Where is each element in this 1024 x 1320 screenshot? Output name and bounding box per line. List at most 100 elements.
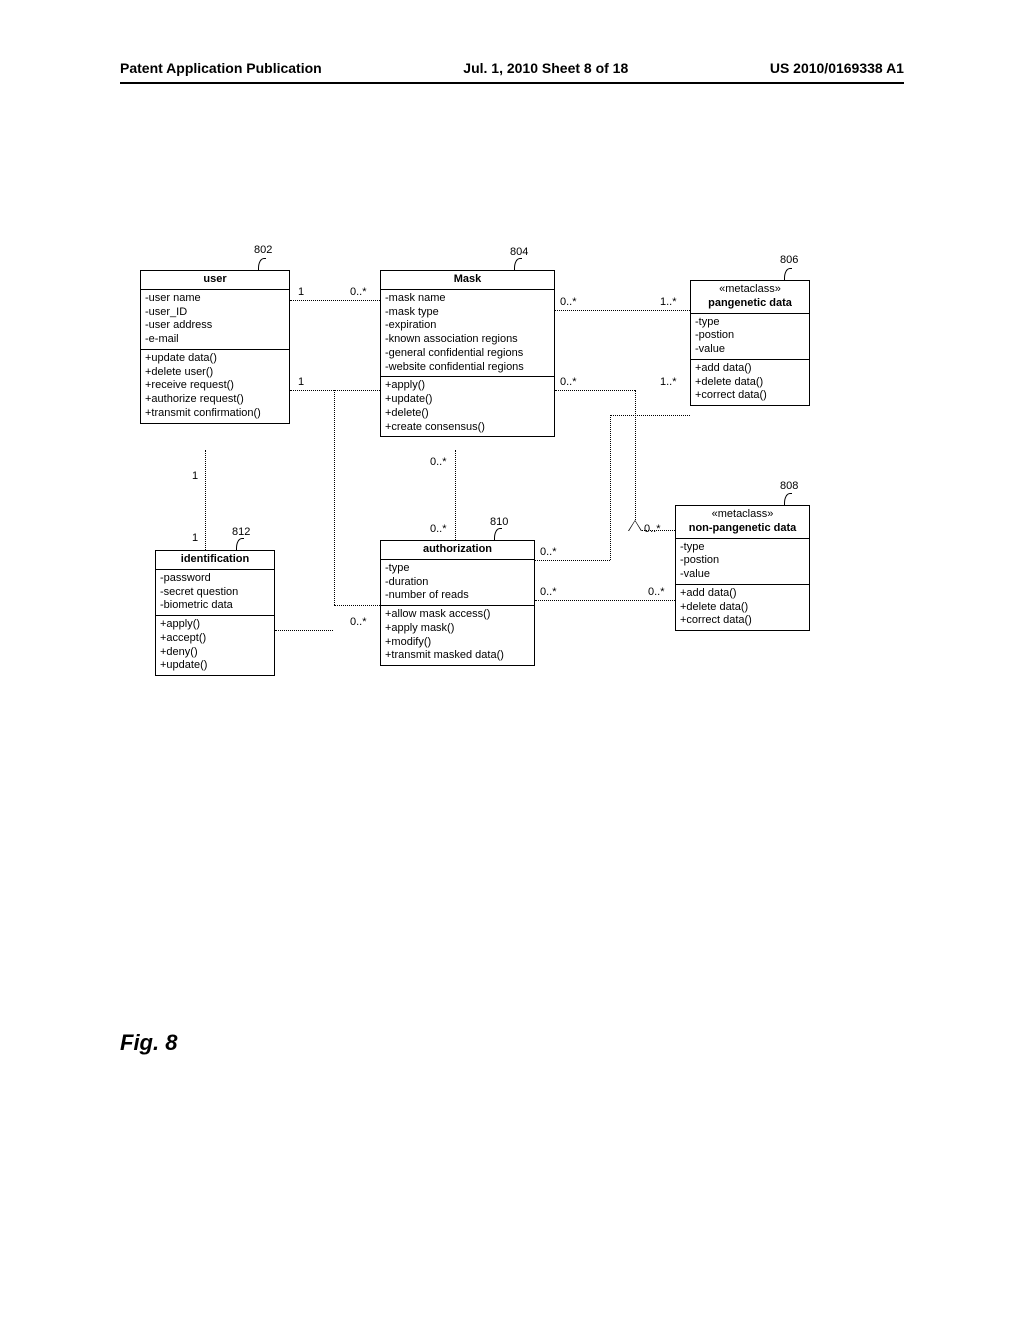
- attr: -user name: [145, 292, 285, 306]
- attr: -expiration: [385, 319, 550, 333]
- attr: -mask name: [385, 292, 550, 306]
- class-user-title: user: [141, 271, 289, 290]
- op: +delete data(): [695, 376, 805, 390]
- stereotype: «metaclass»: [680, 508, 805, 522]
- op: +update(): [160, 659, 270, 673]
- op: +create consensus(): [385, 421, 550, 435]
- header-right: US 2010/0169338 A1: [770, 60, 904, 76]
- mult-mask-pan-l: 0..*: [560, 296, 577, 308]
- class-auth-title: authorization: [381, 541, 534, 560]
- op: +add data(): [695, 362, 805, 376]
- class-mask-ops: +apply() +update() +delete() +create con…: [381, 377, 554, 436]
- op: +update data(): [145, 352, 285, 366]
- op: +modify(): [385, 636, 530, 650]
- class-pangenetic-attrs: -type -postion -value: [691, 314, 809, 360]
- class-nonpan-ops: +add data() +delete data() +correct data…: [676, 585, 809, 630]
- op: +delete user(): [145, 366, 285, 380]
- attr: -user_ID: [145, 306, 285, 320]
- attr: -mask type: [385, 306, 550, 320]
- attr: -biometric data: [160, 599, 270, 613]
- op: +deny(): [160, 646, 270, 660]
- label-user: 802: [254, 244, 272, 256]
- op: +update(): [385, 393, 550, 407]
- stereotype: «metaclass»: [695, 283, 805, 297]
- attr: -value: [695, 343, 805, 357]
- op: +transmit confirmation(): [145, 407, 285, 421]
- page-header: Patent Application Publication Jul. 1, 2…: [120, 60, 904, 84]
- op: +correct data(): [695, 389, 805, 403]
- generalization-icon: [629, 521, 641, 531]
- class-nonpan-head: «metaclass» non-pangenetic data: [676, 506, 809, 539]
- assoc-mask-nonpan-h1: [555, 390, 635, 391]
- mult-mask-nonpan-l: 0..*: [560, 376, 577, 388]
- attr: -e-mail: [145, 333, 285, 347]
- class-pangenetic-ops: +add data() +delete data() +correct data…: [691, 360, 809, 405]
- attr: -password: [160, 572, 270, 586]
- attr: -known association regions: [385, 333, 550, 347]
- label-ident: 812: [232, 526, 250, 538]
- mult-auth-nonpan-r: 0..*: [648, 586, 665, 598]
- mult-mask-auth-b: 0..*: [430, 523, 447, 535]
- attr: -type: [695, 316, 805, 330]
- mult-user-ident-t: 1: [192, 470, 198, 482]
- op: +correct data(): [680, 614, 805, 628]
- class-nonpangenetic: «metaclass» non-pangenetic data -type -p…: [675, 505, 810, 631]
- attr: -secret question: [160, 586, 270, 600]
- op: +delete(): [385, 407, 550, 421]
- assoc-user-ident: [205, 450, 206, 550]
- mult-mask-auth-t: 0..*: [430, 456, 447, 468]
- assoc-user-auth-h2: [334, 605, 380, 606]
- label-mask: 804: [510, 246, 528, 258]
- mult-mask-pan-r: 1..*: [660, 296, 677, 308]
- op: +receive request(): [145, 379, 285, 393]
- mult-auth-pan-r: 0..*: [644, 523, 661, 535]
- attr: -user address: [145, 319, 285, 333]
- attr: -number of reads: [385, 589, 530, 603]
- attr: -duration: [385, 576, 530, 590]
- class-identification: identification -password -secret questio…: [155, 550, 275, 676]
- assoc-auth-pan-h2: [610, 415, 690, 416]
- class-auth-attrs: -type -duration -number of reads: [381, 560, 534, 606]
- class-mask-title: Mask: [381, 271, 554, 290]
- class-user-ops: +update data() +delete user() +receive r…: [141, 350, 289, 423]
- op: +add data(): [680, 587, 805, 601]
- class-pangenetic: «metaclass» pangenetic data -type -posti…: [690, 280, 810, 406]
- assoc-mask-pan: [555, 310, 690, 311]
- class-ident-ops: +apply() +accept() +deny() +update(): [156, 616, 274, 675]
- label-pangenetic: 806: [780, 254, 798, 266]
- mult-user-auth-l: 1: [298, 376, 304, 388]
- attr: -postion: [695, 329, 805, 343]
- class-nonpan-title: non-pangenetic data: [680, 522, 805, 536]
- assoc-user-mask: [290, 300, 380, 301]
- class-auth-ops: +allow mask access() +apply mask() +modi…: [381, 606, 534, 665]
- assoc-ident-auth-h: [275, 630, 333, 631]
- mult-mask-nonpan-r: 1..*: [660, 376, 677, 388]
- op: +delete data(): [680, 601, 805, 615]
- class-ident-title: identification: [156, 551, 274, 570]
- assoc-mask-auth: [455, 450, 456, 540]
- assoc-user-auth-v: [334, 390, 335, 605]
- class-mask-attrs: -mask name -mask type -expiration -known…: [381, 290, 554, 378]
- op: +accept(): [160, 632, 270, 646]
- class-pangenetic-title: pangenetic data: [695, 297, 805, 311]
- assoc-mask-nonpan-v: [635, 390, 636, 530]
- class-mask: Mask -mask name -mask type -expiration -…: [380, 270, 555, 437]
- attr: -type: [680, 541, 805, 555]
- attr: -type: [385, 562, 530, 576]
- mult-ident-auth-r: 0..*: [350, 616, 367, 628]
- assoc-user-auth-h: [290, 390, 380, 391]
- header-center: Jul. 1, 2010 Sheet 8 of 18: [463, 60, 628, 76]
- class-pangenetic-head: «metaclass» pangenetic data: [691, 281, 809, 314]
- mult-auth-nonpan-l: 0..*: [540, 586, 557, 598]
- attr: -general confidential regions: [385, 347, 550, 361]
- assoc-auth-pan-v: [610, 415, 611, 560]
- label-auth: 810: [490, 516, 508, 528]
- attr: -website confidential regions: [385, 361, 550, 375]
- op: +apply(): [160, 618, 270, 632]
- class-ident-attrs: -password -secret question -biometric da…: [156, 570, 274, 616]
- class-authorization: authorization -type -duration -number of…: [380, 540, 535, 666]
- op: +allow mask access(): [385, 608, 530, 622]
- op: +apply(): [385, 379, 550, 393]
- mult-user-ident-b: 1: [192, 532, 198, 544]
- attr: -postion: [680, 554, 805, 568]
